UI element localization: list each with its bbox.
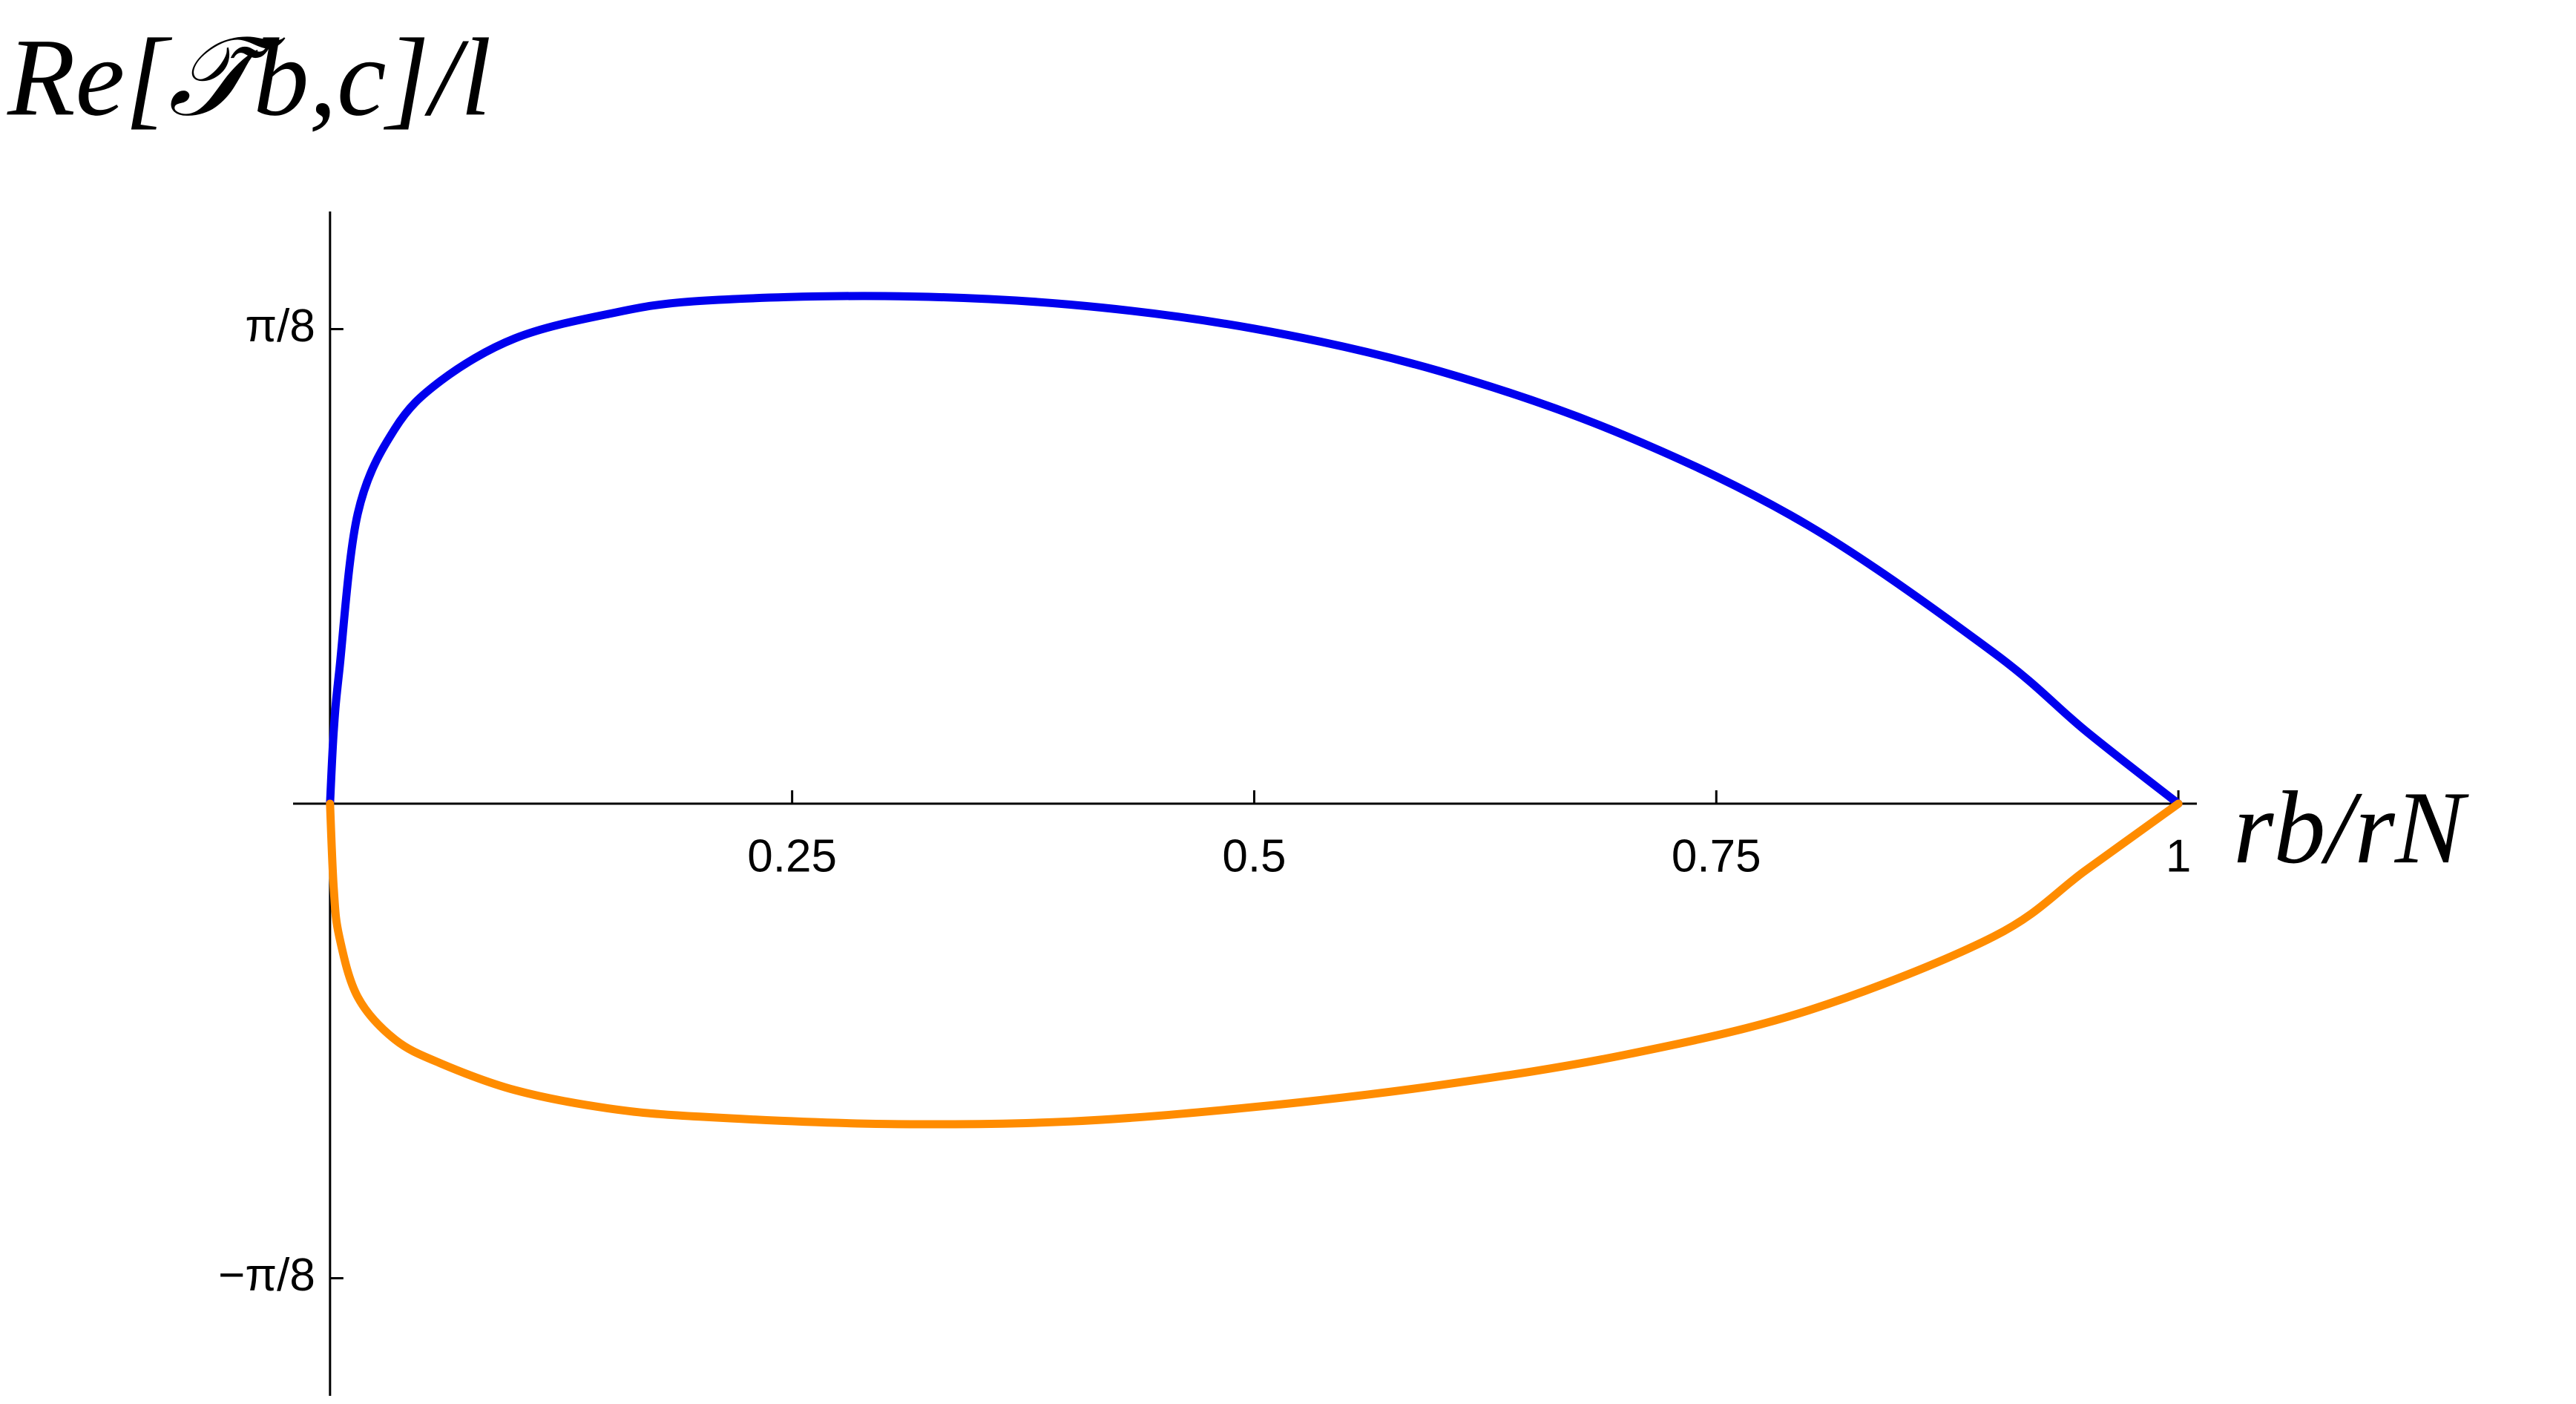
curve [326,799,2183,1129]
x-tick-label: 1 [2166,830,2191,882]
y-axis-label: Re[𝒯̃b,c]/l [7,16,491,139]
x-tick-label: 0.75 [1672,830,1761,882]
x-tick-label: 0.5 [1222,830,1286,882]
y-tick-label: π/8 [245,301,315,352]
y-tick-label: −π/8 [218,1250,315,1301]
x-axis-label: rb/rN [2233,770,2469,885]
curve [326,292,2183,808]
x-tick-label: 0.25 [747,830,837,882]
